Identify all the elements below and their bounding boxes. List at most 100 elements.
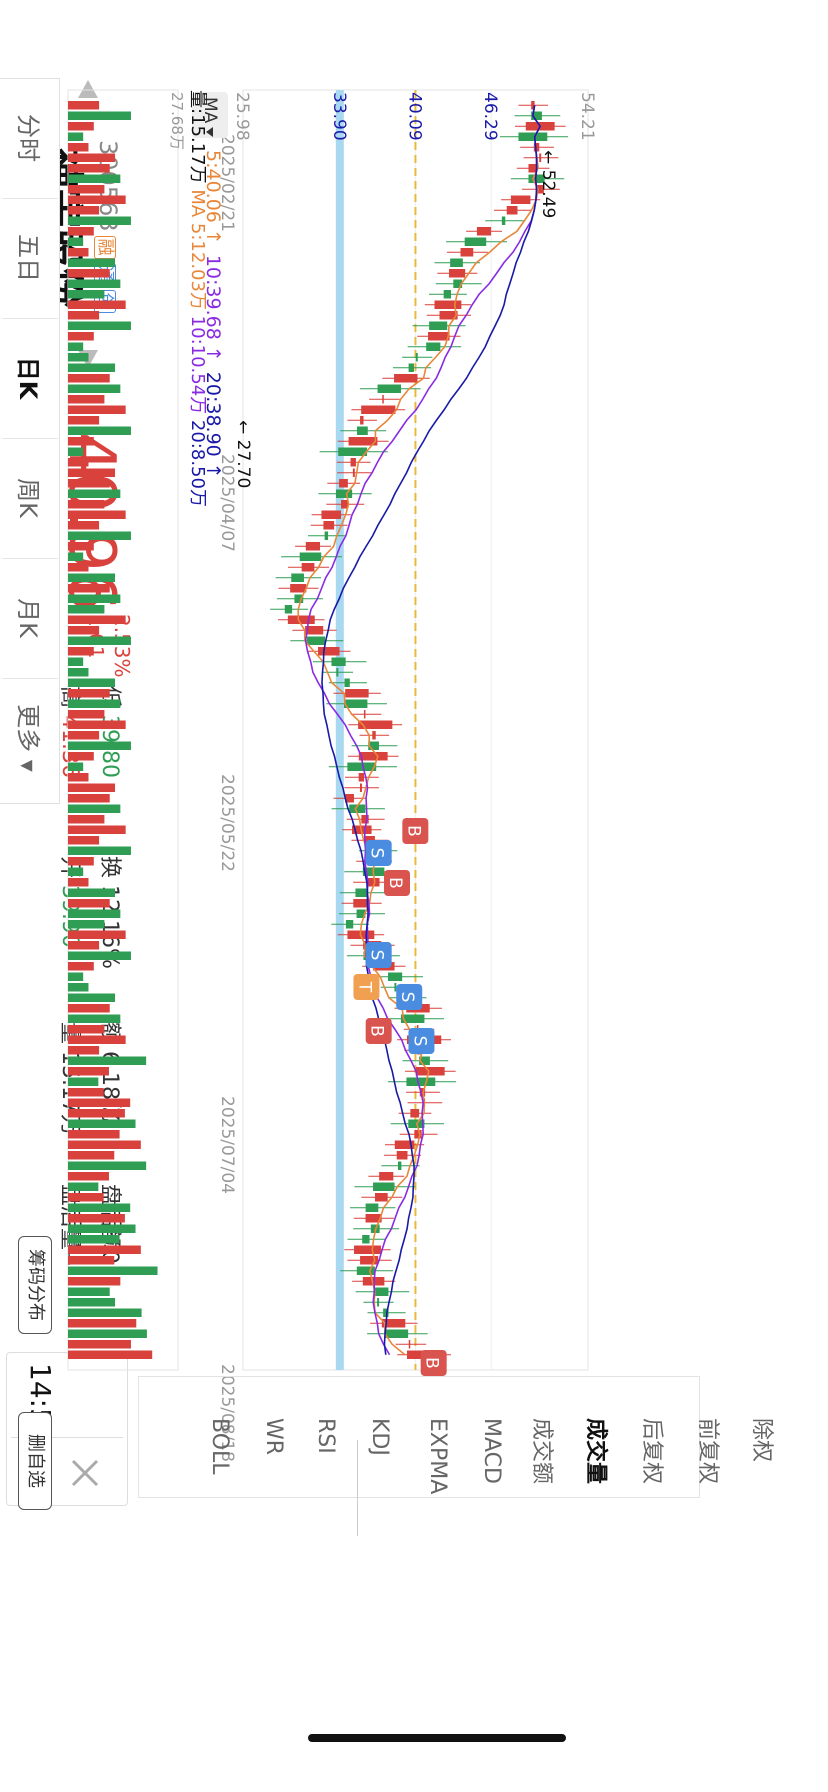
trade-marker-t (353, 974, 380, 1000)
candle-body (528, 174, 545, 183)
volume-bar (68, 185, 105, 194)
volume-bar (67, 836, 100, 845)
volume-bar (67, 1182, 99, 1191)
trade-marker-label: B (385, 877, 405, 889)
crosshair-band (335, 90, 344, 1370)
volume-bar (67, 794, 110, 803)
candle-body (428, 332, 450, 341)
tab-3[interactable]: 周K (14, 478, 42, 518)
candle-body (450, 258, 463, 267)
indicator-前复权[interactable]: 前复权 (695, 1418, 720, 1485)
trade-marker-label: B (403, 825, 423, 837)
tab-1[interactable]: 五日 (14, 234, 42, 282)
chip-distribution-button[interactable]: 筹码分布 (18, 1236, 52, 1334)
volume-bar (68, 258, 116, 267)
indicator-rsi[interactable]: RSI (313, 1418, 338, 1454)
volume-bar (68, 962, 94, 971)
candle-body (358, 773, 365, 782)
volume-bar (68, 279, 121, 288)
candle-body (299, 552, 322, 561)
candle-body (338, 447, 368, 456)
volume-bar (68, 678, 116, 687)
volume-bar (68, 122, 94, 131)
volume-bar (68, 909, 121, 918)
volume-bar (68, 1130, 120, 1139)
volume-bar (68, 1277, 121, 1286)
candle-body (460, 248, 474, 257)
candle-body (305, 626, 324, 635)
volume-bar (67, 237, 84, 246)
candle-body (347, 762, 377, 771)
candle-body (379, 1172, 394, 1181)
price-level-label: 46.29 (480, 92, 500, 141)
ma20-line (321, 105, 542, 1355)
candle-body (345, 794, 354, 803)
date-label: 2025/02/21 (217, 134, 237, 232)
volume-bar (68, 951, 131, 960)
indicator-wr[interactable]: WR (261, 1418, 286, 1456)
volume-bar (68, 1056, 147, 1065)
candle-body (400, 1014, 425, 1023)
volume-bar (68, 1161, 147, 1170)
trade-marker-label: S (409, 1036, 429, 1047)
volume-bar (68, 248, 89, 257)
candle-body (301, 563, 315, 572)
candle-body (397, 1161, 402, 1170)
indicator-成交量[interactable]: 成交量 (583, 1418, 608, 1485)
volume-bar (68, 993, 116, 1002)
candle-body (349, 804, 366, 813)
high-marker: ← 52.49 (538, 150, 558, 218)
indicator-divider (357, 1440, 358, 1536)
volume-bar (68, 752, 94, 761)
trade-marker-b (384, 870, 411, 896)
volume-bar (68, 699, 121, 708)
candle-body (305, 542, 320, 551)
volume-bar (68, 605, 105, 614)
price-level-label: 54.21 (577, 92, 597, 141)
tab-2[interactable]: 日K (14, 356, 42, 400)
indicator-kdj[interactable]: KDJ (367, 1418, 392, 1456)
volume-bar (67, 657, 84, 666)
volume-bar (67, 164, 110, 173)
tab-0[interactable]: 分时 (14, 114, 42, 162)
tab-5[interactable]: 更多 ▾ (14, 704, 42, 772)
candle-body (443, 290, 452, 299)
indicator-后复权[interactable]: 后复权 (639, 1418, 664, 1485)
volume-bar (67, 521, 100, 530)
volume-bar (68, 353, 89, 362)
trade-marker-s (365, 942, 392, 968)
candle-body (350, 458, 356, 467)
volume-bar (68, 573, 116, 582)
trade-marker-b (365, 1018, 392, 1044)
volume-max-label: 27.68万 (168, 92, 186, 150)
indicator-除权[interactable]: 除权 (749, 1418, 774, 1463)
volume-bar (67, 825, 126, 834)
volume-bar (68, 542, 94, 551)
remove-watchlist-button[interactable]: 删自选 (18, 1412, 52, 1510)
indicator-macd[interactable]: MACD (479, 1418, 504, 1484)
indicator-boll[interactable]: BOLL (207, 1418, 232, 1475)
volume-bar (68, 1203, 131, 1212)
volume-bar (68, 1266, 158, 1275)
volume-bar (67, 300, 126, 309)
indicator-成交额[interactable]: 成交额 (529, 1418, 554, 1485)
date-label: 2025/08/18 (217, 1364, 237, 1462)
candle-body (358, 720, 393, 729)
volume-bar (68, 741, 131, 750)
trade-marker-s (365, 840, 392, 866)
volume-bar (67, 510, 126, 519)
tab-4[interactable]: 月K (14, 598, 42, 638)
volume-bar (68, 153, 116, 162)
close-icon[interactable] (63, 1451, 107, 1495)
trade-marker-b (420, 1350, 447, 1376)
candle-body (339, 479, 348, 488)
volume-bar (68, 363, 116, 372)
indicator-expma[interactable]: EXPMA (425, 1418, 450, 1495)
candle-body (290, 584, 307, 593)
volume-bar (68, 1014, 121, 1023)
candle-body (449, 269, 466, 278)
candle-body (345, 689, 369, 698)
volume-bar (67, 405, 126, 414)
